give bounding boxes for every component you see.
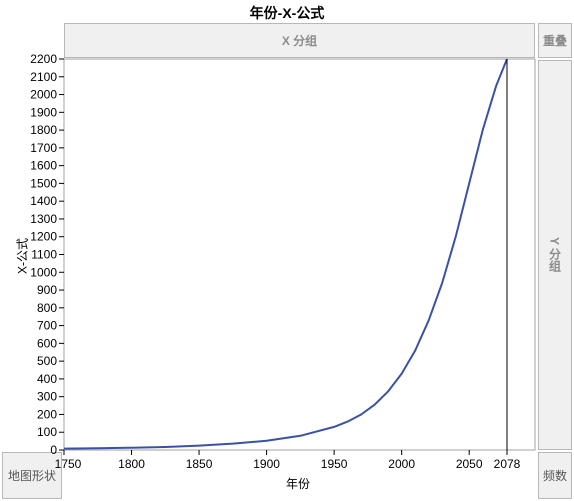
x-tick-label: 1800: [118, 457, 145, 471]
y-tick-label: 100: [37, 425, 57, 439]
y-tick-label: 2100: [30, 70, 57, 84]
y-tick-label: 1800: [30, 123, 57, 137]
x-tick-label: 1850: [186, 457, 213, 471]
x-tick-label: 1750: [55, 457, 82, 471]
y-group-dropzone[interactable]: Y 分组: [538, 60, 572, 450]
overlay-dropzone[interactable]: 重叠: [538, 23, 572, 58]
x-tick-label: 1950: [321, 457, 348, 471]
y-tick-label: 1700: [30, 141, 57, 155]
x-group-dropzone[interactable]: X 分组: [64, 23, 535, 58]
y-tick-label: 2200: [30, 52, 57, 66]
x-axis: 1750 1800 1850 1900 1950 2000 2050 2078: [55, 450, 521, 471]
y-axis: 0 100 200 300 400 500 600 700 800 900 1000 1100 1200…: [30, 52, 64, 457]
y-tick-label: 1100: [31, 248, 57, 262]
y-tick-label: 300: [37, 390, 57, 404]
y-tick-label: 700: [37, 319, 57, 333]
x-axis-label: 年份: [286, 477, 311, 491]
y-group-label: Y 分组: [547, 237, 562, 273]
x-tick-label: 2050: [456, 457, 483, 471]
y-tick-label: 2000: [30, 88, 57, 102]
freq-label: 频数: [542, 469, 567, 483]
y-tick-label: 600: [37, 336, 57, 350]
y-tick-label: 900: [37, 283, 57, 297]
series-line: [63, 58, 508, 450]
x-tick-label: 2000: [388, 457, 415, 471]
x-group-label: X 分组: [281, 34, 318, 48]
x-tick-label: 2078: [494, 457, 521, 471]
y-tick-label: 200: [37, 407, 57, 421]
y-tick-label: 0: [50, 443, 57, 457]
x-tick-label: 1900: [253, 457, 280, 471]
overlay-label: 重叠: [542, 34, 567, 48]
plot-frame: [63, 58, 536, 451]
y-tick-label: 800: [37, 301, 57, 315]
map-shape-label: 地图形状: [7, 469, 56, 483]
y-tick-label: 1900: [30, 105, 57, 119]
y-tick-label: 400: [37, 372, 57, 386]
y-tick-label: 1500: [30, 176, 57, 190]
freq-dropzone[interactable]: 频数: [538, 452, 572, 499]
map-shape-dropzone[interactable]: 地图形状: [2, 452, 62, 499]
series-group: [63, 58, 508, 450]
y-tick-label: 1600: [30, 159, 57, 173]
y-tick-label: 1400: [30, 194, 57, 208]
y-tick-label: 1300: [30, 212, 57, 226]
y-tick-label: 1000: [30, 265, 57, 279]
chart-title: 年份-X-公式: [249, 5, 325, 21]
y-tick-label: 500: [37, 354, 57, 368]
y-tick-label: 1200: [30, 230, 57, 244]
